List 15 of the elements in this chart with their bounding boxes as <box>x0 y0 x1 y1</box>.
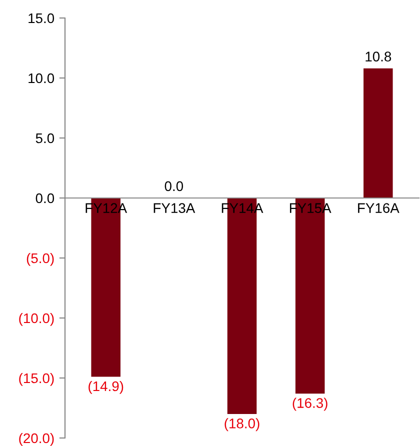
y-tick-label: 5.0 <box>36 133 54 144</box>
y-tick-label: (15.0) <box>19 372 54 386</box>
x-tick-label: FY16A <box>358 203 400 213</box>
y-tick-label: (20.0) <box>19 432 54 446</box>
data-label: 0.0 <box>164 181 184 192</box>
y-tick-label: 15.0 <box>28 13 54 24</box>
data-label: (16.3) <box>292 398 328 411</box>
data-label: (14.9) <box>88 380 124 394</box>
y-tick-label: (10.0) <box>19 312 54 326</box>
y-tick-label: 10.0 <box>28 73 54 84</box>
data-label: 10.8 <box>366 52 392 62</box>
x-tick-label: FY13A <box>154 203 196 213</box>
data-label: (18.0) <box>224 418 260 432</box>
y-tick-label: (5.0) <box>26 252 54 266</box>
y-tick-label: 0.0 <box>36 193 54 204</box>
